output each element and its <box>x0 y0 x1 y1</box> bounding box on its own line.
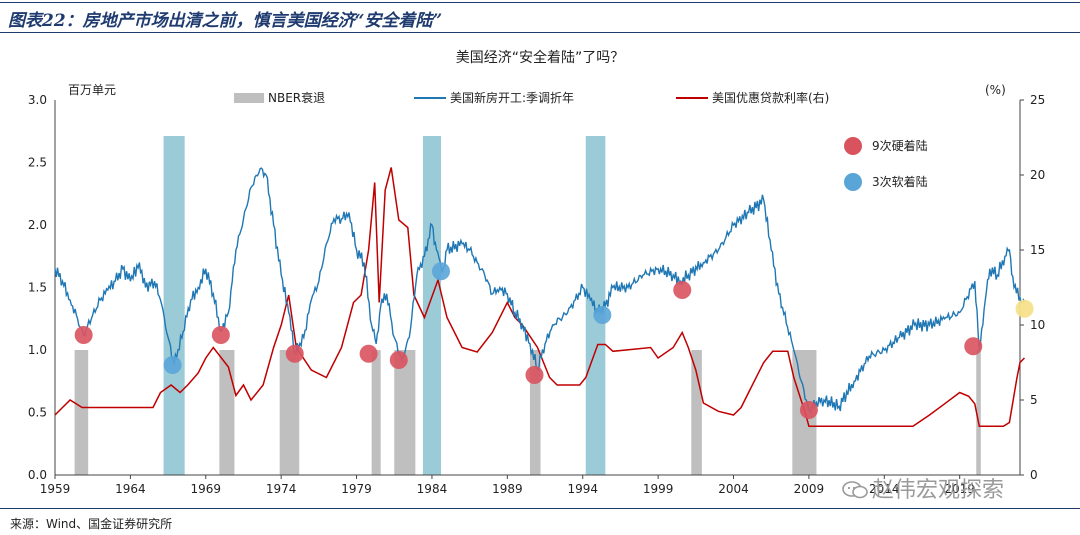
recession-bar <box>219 350 235 475</box>
left-tick-label: 0.0 <box>28 468 47 482</box>
x-tick-label: 2014 <box>869 482 900 496</box>
recession-bar <box>371 350 381 475</box>
x-tick-label: 1959 <box>40 482 71 496</box>
soft-landing-marker <box>432 262 450 281</box>
recession-bar <box>976 350 981 475</box>
left-tick-label: 1.5 <box>28 281 47 295</box>
legend-recession-label: NBER衰退 <box>268 90 325 105</box>
source-note: 来源：Wind、国金证券研究所 <box>10 517 173 531</box>
recession-bar <box>394 350 416 475</box>
x-tick-label: 1979 <box>341 482 372 496</box>
hard-landing-marker <box>799 401 818 419</box>
x-tick-label: 2004 <box>718 482 749 496</box>
x-tick-label: 1964 <box>115 482 146 496</box>
x-tick-label: 2009 <box>794 482 825 496</box>
legend-recession-swatch <box>234 93 264 103</box>
recession-bands <box>74 136 981 475</box>
soft-landing-marker <box>593 306 612 324</box>
legend-hard-landing-marker <box>844 137 862 155</box>
footer-rule <box>0 508 1080 509</box>
hard-landing-marker <box>389 351 408 369</box>
right-tick-label: 20 <box>1030 168 1045 182</box>
left-tick-label: 2.0 <box>28 218 47 232</box>
watermark: 赵伟宏观探索 <box>842 472 1004 504</box>
right-tick-label: 25 <box>1030 93 1045 107</box>
right-axis-label: (%) <box>985 83 1006 97</box>
right-tick-label: 10 <box>1030 318 1045 332</box>
right-tick-label: 5 <box>1030 393 1038 407</box>
x-tick-label: 1984 <box>417 482 448 496</box>
soft-landing-marker <box>163 356 182 374</box>
left-tick-label: 3.0 <box>28 93 47 107</box>
right-tick-label: 15 <box>1030 243 1045 257</box>
left-tick-label: 0.5 <box>28 406 47 420</box>
legend-mortgage-label: 美国优惠贷款利率(右) <box>712 90 829 105</box>
series-lines <box>54 167 1026 428</box>
recession-bar <box>279 350 300 475</box>
hard-landing-marker <box>211 326 230 344</box>
x-tick-label: 2019 <box>944 482 975 496</box>
x-tick-label: 1999 <box>643 482 674 496</box>
current-landing-marker <box>1015 299 1034 318</box>
figure-title: 图表22：房地产市场出清之前，慎言美国经济“安全着陆” <box>8 11 443 31</box>
x-tick-label: 1994 <box>567 482 598 496</box>
hard-landing-marker <box>285 344 304 363</box>
legend-housing-label: 美国新房开工:季调折年 <box>450 90 574 105</box>
wechat-icon <box>842 481 868 499</box>
hard-landing-marker <box>74 326 93 344</box>
chart: 0.0 0.5 1.0 1.5 2.0 2.5 3.0 0 5 10 15 20 25 1959 1964 1… <box>28 49 1045 496</box>
chart-title: 美国经济“安全着陆”了吗？ <box>456 49 625 66</box>
recession-bar <box>74 350 89 475</box>
landing-markers <box>74 262 1034 419</box>
soft-landing-band <box>585 136 606 475</box>
hard-landing-marker <box>525 366 544 384</box>
legend-soft-landing-label: 3次软着陆 <box>872 174 928 189</box>
recession-bar <box>691 350 702 475</box>
hard-landing-marker <box>673 281 692 299</box>
legend-hard-landing-label: 9次硬着陆 <box>872 138 928 153</box>
x-tick-label: 1974 <box>266 482 297 496</box>
title-rule <box>0 32 1080 33</box>
legend-soft-landing-marker <box>844 173 862 191</box>
hard-landing-marker <box>964 337 983 356</box>
x-tick-label: 1969 <box>191 482 222 496</box>
right-tick-label: 0 <box>1030 468 1038 482</box>
soft-landing-band <box>422 136 441 475</box>
hard-landing-marker <box>359 344 378 363</box>
x-tick-label: 1989 <box>492 482 523 496</box>
left-tick-label: 1.0 <box>28 343 47 357</box>
legend: NBER衰退 美国新房开工:季调折年 美国优惠贷款利率(右) 9次硬着陆 3次软… <box>234 90 928 191</box>
mortgage-rate-line <box>54 167 1026 428</box>
left-axis-label: 百万单元 <box>68 83 116 97</box>
axes <box>54 100 1021 476</box>
soft-landing-band <box>163 136 185 475</box>
tick-labels: 0.0 0.5 1.0 1.5 2.0 2.5 3.0 0 5 10 15 20 25 1959 1964 1… <box>28 93 1045 496</box>
figure-header: 图表22：房地产市场出清之前，慎言美国经济“安全着陆” <box>0 0 1080 36</box>
left-tick-label: 2.5 <box>28 156 47 170</box>
watermark-text: 赵伟宏观探索 <box>872 478 1005 503</box>
top-rule <box>0 2 1080 3</box>
recession-bar <box>529 350 541 475</box>
housing-starts-line <box>54 167 1026 414</box>
